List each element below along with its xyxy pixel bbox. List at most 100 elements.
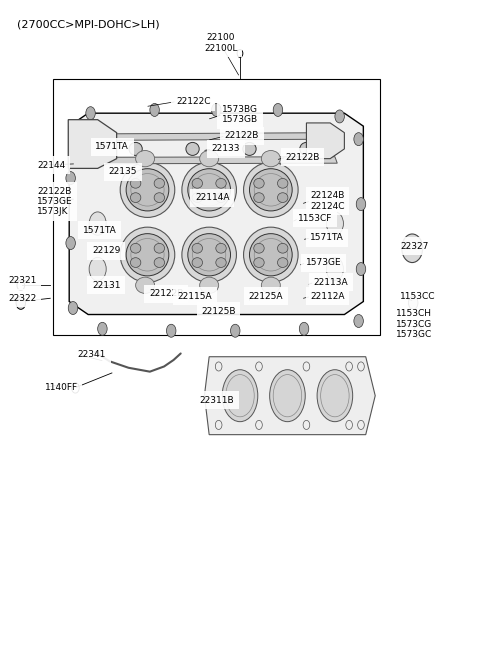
Ellipse shape bbox=[216, 244, 226, 253]
Ellipse shape bbox=[129, 142, 142, 155]
Polygon shape bbox=[204, 357, 375, 435]
Ellipse shape bbox=[254, 178, 264, 188]
Ellipse shape bbox=[131, 178, 141, 188]
Circle shape bbox=[16, 296, 25, 309]
Text: 22112A: 22112A bbox=[310, 292, 345, 301]
Polygon shape bbox=[81, 133, 337, 140]
Circle shape bbox=[66, 236, 75, 250]
Text: 22125A: 22125A bbox=[249, 292, 283, 301]
Ellipse shape bbox=[277, 178, 288, 188]
Circle shape bbox=[167, 324, 176, 337]
Ellipse shape bbox=[154, 193, 165, 202]
Ellipse shape bbox=[154, 257, 165, 267]
Text: 22124B
22124C: 22124B 22124C bbox=[310, 191, 345, 210]
Text: (2700CC>MPI-DOHC>LH): (2700CC>MPI-DOHC>LH) bbox=[17, 19, 160, 29]
Ellipse shape bbox=[300, 142, 313, 155]
Text: 22113A: 22113A bbox=[313, 278, 348, 286]
Text: 22341: 22341 bbox=[78, 350, 106, 360]
Circle shape bbox=[86, 107, 96, 120]
Ellipse shape bbox=[126, 234, 169, 276]
Circle shape bbox=[66, 172, 75, 185]
Ellipse shape bbox=[317, 369, 353, 422]
Ellipse shape bbox=[136, 151, 155, 167]
Ellipse shape bbox=[200, 277, 219, 293]
Circle shape bbox=[97, 322, 107, 335]
Ellipse shape bbox=[270, 369, 305, 422]
Ellipse shape bbox=[154, 178, 165, 188]
Text: 22122C: 22122C bbox=[176, 97, 210, 106]
Circle shape bbox=[230, 324, 240, 337]
Ellipse shape bbox=[216, 257, 226, 267]
Ellipse shape bbox=[261, 277, 280, 293]
Circle shape bbox=[89, 257, 106, 281]
Circle shape bbox=[408, 296, 418, 309]
Ellipse shape bbox=[126, 169, 169, 211]
Polygon shape bbox=[81, 157, 337, 164]
Circle shape bbox=[354, 314, 363, 328]
Ellipse shape bbox=[254, 193, 264, 202]
Text: 1153CC: 1153CC bbox=[400, 292, 436, 301]
Ellipse shape bbox=[136, 277, 155, 293]
Circle shape bbox=[300, 322, 309, 335]
Ellipse shape bbox=[222, 369, 258, 422]
Ellipse shape bbox=[188, 234, 230, 276]
Ellipse shape bbox=[192, 257, 203, 267]
Polygon shape bbox=[69, 113, 363, 314]
Text: 1573BG
1573GB: 1573BG 1573GB bbox=[222, 105, 258, 124]
Circle shape bbox=[356, 263, 366, 276]
Text: 22115A: 22115A bbox=[178, 292, 212, 301]
Ellipse shape bbox=[131, 193, 141, 202]
Text: 1571TA: 1571TA bbox=[310, 233, 344, 242]
Circle shape bbox=[326, 257, 343, 281]
Text: 22311B: 22311B bbox=[200, 396, 234, 405]
Circle shape bbox=[326, 212, 343, 235]
Text: 1140FF: 1140FF bbox=[45, 383, 78, 392]
Text: 1571TA: 1571TA bbox=[96, 142, 129, 151]
Text: 22122B: 22122B bbox=[286, 153, 320, 162]
Text: 22327: 22327 bbox=[400, 242, 429, 251]
Circle shape bbox=[68, 301, 78, 314]
Circle shape bbox=[89, 212, 106, 235]
Text: 1153CH
1573CG
1573GC: 1153CH 1573CG 1573GC bbox=[396, 309, 432, 339]
Polygon shape bbox=[68, 120, 117, 168]
Text: 22122B
1573GE
1573JK: 22122B 1573GE 1573JK bbox=[37, 187, 72, 216]
Text: 22322: 22322 bbox=[9, 294, 37, 303]
Text: 22129: 22129 bbox=[92, 246, 120, 255]
Ellipse shape bbox=[326, 142, 339, 155]
Ellipse shape bbox=[277, 257, 288, 267]
Text: 22122B: 22122B bbox=[225, 132, 259, 140]
Ellipse shape bbox=[120, 227, 175, 282]
Text: 22135: 22135 bbox=[108, 167, 137, 176]
Text: 22100
22100L: 22100 22100L bbox=[204, 33, 238, 53]
Ellipse shape bbox=[216, 193, 226, 202]
Ellipse shape bbox=[254, 257, 264, 267]
Text: 1571TA: 1571TA bbox=[83, 225, 116, 234]
Text: 22122B: 22122B bbox=[149, 290, 183, 298]
Ellipse shape bbox=[243, 142, 256, 155]
Text: 22125B: 22125B bbox=[201, 307, 236, 316]
Circle shape bbox=[356, 198, 366, 211]
Ellipse shape bbox=[154, 244, 165, 253]
Ellipse shape bbox=[131, 244, 141, 253]
Text: 22144: 22144 bbox=[37, 160, 65, 170]
Circle shape bbox=[354, 133, 363, 145]
Ellipse shape bbox=[186, 142, 199, 155]
Text: 1573GE: 1573GE bbox=[305, 258, 341, 267]
Ellipse shape bbox=[243, 162, 298, 217]
Circle shape bbox=[309, 124, 333, 157]
Text: 1153CF: 1153CF bbox=[298, 214, 332, 223]
Ellipse shape bbox=[182, 227, 237, 282]
Text: 22321: 22321 bbox=[9, 276, 37, 285]
Ellipse shape bbox=[277, 244, 288, 253]
Ellipse shape bbox=[250, 169, 292, 211]
Ellipse shape bbox=[131, 257, 141, 267]
Ellipse shape bbox=[216, 178, 226, 188]
Ellipse shape bbox=[250, 234, 292, 276]
Circle shape bbox=[402, 234, 423, 263]
Ellipse shape bbox=[192, 178, 203, 188]
Ellipse shape bbox=[192, 244, 203, 253]
Ellipse shape bbox=[200, 151, 219, 167]
Circle shape bbox=[212, 103, 221, 117]
Text: 22133: 22133 bbox=[212, 144, 240, 153]
Text: 22131: 22131 bbox=[92, 281, 120, 290]
